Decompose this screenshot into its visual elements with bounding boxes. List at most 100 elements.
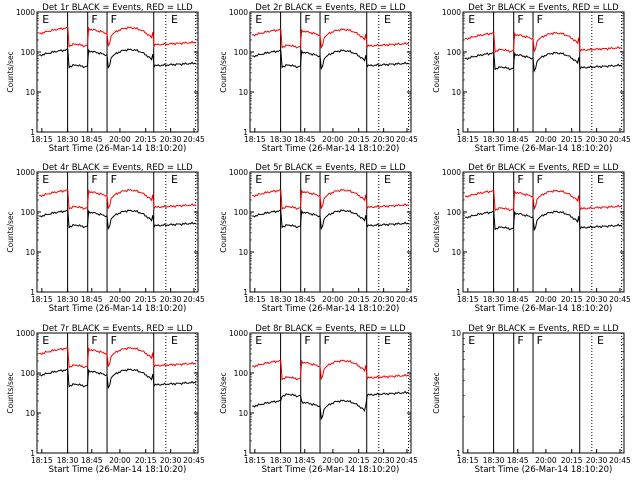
interval-marker: E xyxy=(255,334,262,347)
x-tick-label: 20:00 xyxy=(535,295,557,304)
panel-title: Det 5r BLACK = Events, RED = LLD xyxy=(255,163,406,173)
series-events xyxy=(38,48,197,70)
plot-frame xyxy=(36,171,199,293)
y-tick-label: 10 xyxy=(25,409,35,418)
panel-det-3: Det 3r BLACK = Events, RED = LLD 1 10 100 10… xyxy=(432,3,631,154)
y-tick-label: 1 xyxy=(30,128,35,137)
series-events xyxy=(38,209,197,231)
x-axis-label: Start Time (26-Mar-14 18:10:20) xyxy=(262,304,400,314)
x-tick-label: 20:45 xyxy=(609,295,631,304)
plot-frame xyxy=(249,171,412,293)
x-tick-label: 20:15 xyxy=(561,456,583,465)
y-tick-label: 1000 xyxy=(16,329,35,338)
plot-frame xyxy=(462,171,625,293)
interval-marker: F xyxy=(517,173,523,186)
interval-marker: F xyxy=(304,173,310,186)
y-tick-label: 10 xyxy=(451,88,461,97)
x-tick-label: 20:15 xyxy=(348,456,370,465)
x-tick-label: 18:45 xyxy=(81,295,103,304)
x-tick-label: 18:45 xyxy=(507,295,529,304)
panel-det-8: Det 8r BLACK = Events, RED = LLD 1 10 100 10… xyxy=(219,324,418,475)
y-tick-label: 1 xyxy=(456,128,461,137)
interval-marker: E xyxy=(597,13,604,26)
interval-marker: E xyxy=(468,334,475,347)
interval-marker: F xyxy=(111,334,117,347)
x-tick-label: 18:30 xyxy=(57,456,79,465)
x-tick-label: 20:00 xyxy=(322,295,344,304)
panel-det-9: Det 9r BLACK = Events, RED = LLD 1 10 Count… xyxy=(432,324,631,475)
interval-marker: F xyxy=(324,173,330,186)
interval-marker: F xyxy=(517,13,523,26)
panel-det-2: Det 2r BLACK = Events, RED = LLD 1 10 100 10… xyxy=(219,3,418,154)
x-tick-label: 20:30 xyxy=(373,456,395,465)
x-tick-label: 20:45 xyxy=(183,135,205,144)
y-axis-label: Counts/sec xyxy=(6,372,15,413)
panel-title: Det 1r BLACK = Events, RED = LLD xyxy=(42,3,193,13)
x-tick-label: 20:30 xyxy=(373,295,395,304)
panel-title: Det 4r BLACK = Events, RED = LLD xyxy=(42,163,193,173)
interval-marker: E xyxy=(255,173,262,186)
y-tick-label: 10 xyxy=(238,248,248,257)
series-lld xyxy=(38,26,197,48)
x-axis-label: Start Time (26-Mar-14 18:10:20) xyxy=(49,465,187,475)
panel-det-7: Det 7r BLACK = Events, RED = LLD 1 10 100 10… xyxy=(6,324,205,475)
series-lld xyxy=(464,189,623,212)
x-tick-label: 18:30 xyxy=(270,456,292,465)
x-tick-label: 18:15 xyxy=(244,135,266,144)
plot-frame xyxy=(249,11,412,133)
x-tick-label: 20:30 xyxy=(586,135,608,144)
y-axis-label: Counts/sec xyxy=(432,372,441,413)
y-tick-label: 1 xyxy=(243,288,248,297)
y-axis-label: Counts/sec xyxy=(219,372,228,413)
x-tick-label: 20:45 xyxy=(609,456,631,465)
x-axis-label: Start Time (26-Mar-14 18:10:20) xyxy=(262,465,400,475)
y-tick-label: 1 xyxy=(456,288,461,297)
y-tick-label: 10 xyxy=(25,248,35,257)
interval-marker: E xyxy=(171,173,178,186)
x-tick-label: 18:45 xyxy=(294,456,316,465)
interval-marker: E xyxy=(255,13,262,26)
y-tick-label: 1000 xyxy=(16,8,35,17)
interval-marker: E xyxy=(468,173,475,186)
y-tick-label: 100 xyxy=(21,48,36,57)
panel-det-6: Det 6r BLACK = Events, RED = LLD 1 10 100 10… xyxy=(432,163,631,314)
panel-det-1: Det 1r BLACK = Events, RED = LLD 1 10 100 10… xyxy=(6,3,205,154)
x-tick-label: 18:45 xyxy=(81,135,103,144)
panel-title: Det 7r BLACK = Events, RED = LLD xyxy=(42,324,193,334)
y-tick-label: 10 xyxy=(451,248,461,257)
x-tick-label: 20:30 xyxy=(373,135,395,144)
x-axis-label: Start Time (26-Mar-14 18:10:20) xyxy=(49,304,187,314)
panel-title: Det 2r BLACK = Events, RED = LLD xyxy=(255,3,406,13)
x-tick-label: 20:00 xyxy=(322,456,344,465)
interval-marker: F xyxy=(324,334,330,347)
interval-marker: F xyxy=(304,334,310,347)
interval-marker: E xyxy=(597,334,604,347)
y-tick-label: 1000 xyxy=(442,8,461,17)
x-tick-label: 18:15 xyxy=(244,295,266,304)
panel-det-4: Det 4r BLACK = Events, RED = LLD 1 10 100 10… xyxy=(6,163,205,314)
x-tick-label: 20:00 xyxy=(535,135,557,144)
x-axis-label: Start Time (26-Mar-14 18:10:20) xyxy=(262,144,400,154)
y-tick-label: 100 xyxy=(447,208,462,217)
x-tick-label: 18:15 xyxy=(31,135,53,144)
y-tick-label: 1 xyxy=(243,128,248,137)
x-tick-label: 18:30 xyxy=(57,135,79,144)
y-axis-label: Counts/sec xyxy=(219,51,228,92)
interval-marker: F xyxy=(304,13,310,26)
plot-frame xyxy=(36,11,199,133)
interval-marker: F xyxy=(111,173,117,186)
y-tick-label: 1000 xyxy=(229,168,248,177)
x-tick-label: 20:15 xyxy=(135,456,157,465)
y-tick-label: 1000 xyxy=(442,168,461,177)
series-lld xyxy=(38,188,197,211)
interval-marker: E xyxy=(384,13,391,26)
x-tick-label: 18:15 xyxy=(31,295,53,304)
panel-title: Det 6r BLACK = Events, RED = LLD xyxy=(468,163,619,173)
series-lld xyxy=(251,28,410,50)
x-tick-label: 18:30 xyxy=(483,295,505,304)
interval-marker: E xyxy=(42,173,49,186)
x-tick-label: 20:00 xyxy=(109,456,131,465)
series-events xyxy=(251,390,410,421)
series-lld xyxy=(251,359,410,381)
